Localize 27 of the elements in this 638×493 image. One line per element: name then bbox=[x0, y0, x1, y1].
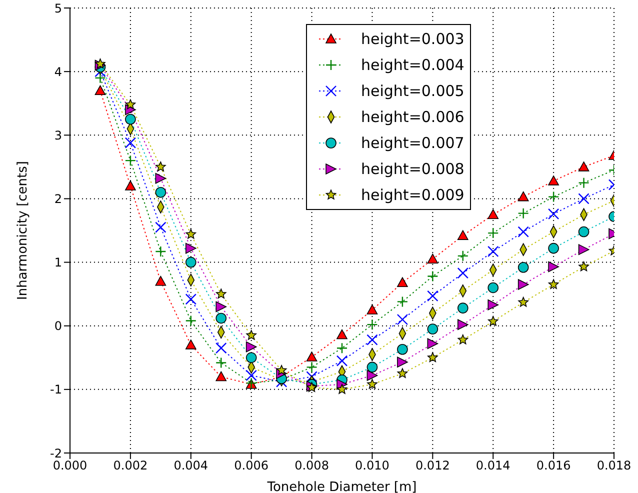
legend-label: height=0.008 bbox=[361, 160, 464, 178]
x-tick-label: 0.010 bbox=[355, 458, 390, 473]
legend-label: height=0.005 bbox=[361, 82, 464, 100]
legend-label: height=0.004 bbox=[361, 56, 464, 74]
legend-label: height=0.003 bbox=[361, 30, 464, 48]
x-tick-label: 0.006 bbox=[234, 458, 269, 473]
y-tick-label: 1 bbox=[54, 256, 62, 270]
x-tick-label: 0.000 bbox=[52, 458, 88, 473]
x-tick-label: 0.014 bbox=[476, 458, 510, 473]
legend-label: height=0.007 bbox=[361, 134, 464, 152]
x-tick-label: 0.004 bbox=[174, 458, 208, 473]
x-tick-label: 0.008 bbox=[294, 458, 329, 473]
x-tick-label: 0.018 bbox=[596, 458, 632, 473]
y-tick-label: 4 bbox=[54, 64, 62, 79]
y-tick-label: 2 bbox=[54, 192, 62, 206]
y-tick-label: 0 bbox=[54, 319, 62, 334]
x-tick-label: 0.012 bbox=[415, 458, 450, 473]
x-axis-title: Tonehole Diameter [m] bbox=[266, 480, 417, 493]
y-tick-label: -1 bbox=[50, 382, 62, 397]
x-tick-label: 0.002 bbox=[113, 458, 148, 473]
y-axis-title: Inharmonicity [cents] bbox=[16, 161, 31, 300]
x-tick-label: 0.016 bbox=[536, 458, 571, 473]
legend-label: height=0.009 bbox=[361, 186, 464, 204]
y-tick-label: -2 bbox=[50, 446, 62, 460]
y-tick-label: 3 bbox=[54, 128, 62, 142]
y-tick-label: 5 bbox=[54, 1, 62, 16]
legend-label: height=0.006 bbox=[361, 108, 464, 126]
